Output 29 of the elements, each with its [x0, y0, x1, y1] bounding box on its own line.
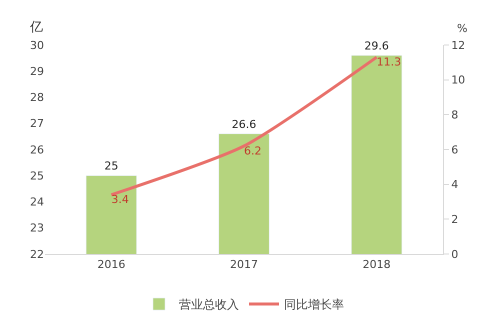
legend-label: 营业总收入 [179, 298, 239, 312]
y2-tick-label: 12 [451, 38, 466, 52]
y2-tick-label: 6 [451, 143, 458, 156]
x-tick-label: 2018 [362, 258, 391, 272]
data-label: 26.6 [232, 118, 256, 131]
y-tick-label: 24 [30, 196, 44, 209]
y2-axis-title: % [457, 22, 468, 35]
data-label: 29.6 [364, 39, 389, 52]
x-tick-label: 2017 [230, 258, 258, 272]
y2-tick-label: 2 [451, 213, 458, 226]
y-tick-label: 26 [30, 143, 44, 156]
y2-tick-label: 8 [451, 108, 458, 122]
data-label: 11.3 [376, 55, 402, 68]
y2-tick-label: 10 [451, 74, 466, 87]
y-axis-title: 亿 [29, 20, 43, 35]
x-tick-label: 2016 [97, 258, 126, 272]
y-tick-label: 25 [30, 169, 44, 182]
data-label: 3.4 [111, 193, 129, 206]
data-label: 6.2 [244, 144, 262, 158]
y-tick-label: 29 [30, 64, 44, 78]
y-tick-label: 27 [30, 117, 44, 130]
y2-tick-label: 4 [451, 178, 458, 192]
y-tick-label: 28 [30, 91, 44, 104]
y-tick-label: 30 [30, 38, 44, 52]
legend-label: 同比增长率 [284, 298, 344, 312]
y2-tick-label: 0 [451, 248, 458, 261]
y-tick-label: 23 [30, 222, 44, 235]
y-tick-label: 22 [30, 248, 44, 261]
data-label: 25 [104, 160, 118, 173]
